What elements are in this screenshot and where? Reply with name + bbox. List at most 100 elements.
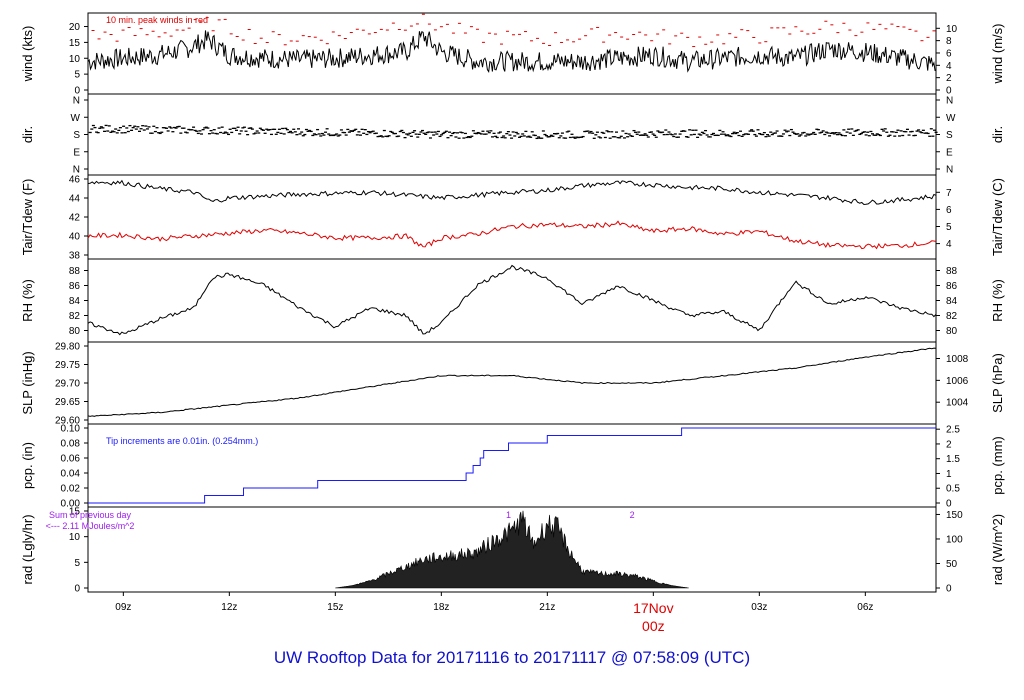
page-title: UW Rooftop Data for 20171116 to 20171117…	[273, 648, 751, 667]
y-axis-label-right: RH (%)	[990, 279, 1005, 322]
y-tick-label-left: N	[73, 165, 80, 176]
panel-frame	[87, 506, 937, 593]
y-tick-label-right: 84	[946, 296, 958, 307]
rad-marker-label: 1	[506, 510, 511, 520]
y-tick-label-left: 15	[69, 507, 81, 518]
y-tick-label-right: 5	[946, 222, 952, 233]
rad-note-line1: Sum of previous day	[49, 510, 132, 520]
panel-rad: rad (Lgly/hr) rad (W/m^2)051015050100150S…	[20, 506, 1005, 595]
y-tick-label-right: 10	[946, 24, 958, 35]
y-tick-label-right: 2	[946, 439, 952, 450]
y-tick-label-left: 5	[74, 558, 80, 569]
y-tick-label-left: 0.10	[61, 424, 81, 435]
y-tick-label-left: N	[73, 96, 80, 107]
y-tick-label-right: 4	[946, 61, 952, 72]
y-tick-label-right: 82	[946, 311, 958, 322]
series-line-wind	[87, 30, 936, 73]
y-tick-label-right: 0	[946, 86, 952, 97]
y-axis-label-left: RH (%)	[20, 279, 35, 322]
y-tick-label-left: 82	[69, 311, 81, 322]
y-tick-label-left: 29.80	[55, 342, 80, 353]
series-line-slp	[87, 347, 937, 417]
date-label-line2: 00z	[642, 618, 665, 634]
y-tick-label-left: 0	[74, 584, 80, 595]
y-tick-label-right: 1008	[946, 354, 969, 365]
y-tick-label-right: 50	[946, 559, 958, 570]
y-tick-label-right: 88	[946, 266, 958, 277]
y-axis-label-right: Tair/Tdew (C)	[990, 178, 1005, 256]
y-tick-label-right: 2	[946, 73, 952, 84]
y-tick-label-right: 1	[946, 469, 952, 480]
y-tick-label-left: 29.70	[55, 379, 80, 390]
y-tick-label-left: 0.02	[61, 484, 81, 495]
y-axis-label-right: rad (W/m^2)	[990, 514, 1005, 585]
y-tick-label-left: 42	[69, 213, 81, 224]
y-tick-label-left: 38	[69, 251, 81, 262]
y-tick-label-left: S	[73, 130, 80, 141]
panel-temperature: Tair/Tdew (F) Tair/Tdew (C) 38 40 42 44 46 4 5 6 7	[20, 174, 1005, 262]
series-line-pcp	[88, 427, 936, 504]
y-axis-label-left: pcp. (in)	[20, 442, 35, 489]
y-axis-label-left: rad (Lgly/hr)	[20, 514, 35, 584]
y-tick-label-left: 29.65	[55, 397, 80, 408]
y-tick-label-right: 100	[946, 534, 963, 545]
y-tick-label-left: 0.06	[61, 454, 81, 465]
y-tick-label-left: 5	[74, 70, 80, 81]
y-tick-label-right: 80	[946, 326, 958, 337]
y-axis-label-left: SLP (inHg)	[20, 351, 35, 414]
y-tick-label-right: 4	[946, 239, 952, 250]
panel-slp: SLP (inHg) SLP (hPa) 29.60 29.65 29.70 29.75 2…	[20, 341, 1005, 427]
y-tick-label-right: W	[946, 113, 956, 124]
y-tick-label-right: N	[946, 96, 953, 107]
wind-note: 10 min. peak winds in red	[106, 15, 208, 25]
x-tick-label: 15z	[327, 602, 343, 613]
time-axis: 09z 12z 15z 18z 21z 03z 06z 17Nov 00z	[115, 592, 873, 634]
panel-frame	[87, 174, 937, 260]
y-axis-label-left: Tair/Tdew (F)	[20, 179, 35, 256]
y-tick-label-right: 0	[946, 499, 952, 510]
panel-frame	[87, 258, 937, 343]
y-tick-label-left: 0.00	[61, 499, 81, 510]
y-tick-label-right: 0.5	[946, 484, 960, 495]
peak-wind-marks	[91, 13, 936, 48]
y-tick-label-right: S	[946, 130, 953, 141]
y-tick-label-right: 2.5	[946, 425, 960, 436]
y-tick-label-left: 84	[69, 296, 81, 307]
y-axis-label-right: pcp. (mm)	[990, 436, 1005, 495]
y-tick-label-left: W	[71, 113, 81, 124]
series-line-Tdew	[87, 220, 937, 250]
y-tick-label-left: 29.75	[55, 360, 80, 371]
y-tick-label-left: 88	[69, 266, 81, 277]
y-axis-label-left: wind (kts)	[20, 26, 35, 83]
x-tick-label: 03z	[751, 602, 767, 613]
panel-pcp: pcp. (in) pcp. (mm) 0.00 0.02 0.04 0.06 0.08 0.…	[20, 423, 1005, 510]
y-tick-label-left: 20	[69, 22, 81, 33]
y-tick-label-left: 10	[69, 532, 81, 543]
y-tick-label-left: 86	[69, 281, 81, 292]
y-tick-label-right: E	[946, 147, 953, 158]
x-tick-label: 12z	[221, 602, 237, 613]
y-tick-label-left: 44	[69, 194, 81, 205]
y-tick-label-left: E	[73, 147, 80, 158]
series-line-rh	[87, 264, 937, 336]
y-tick-label-left: 10	[69, 54, 81, 65]
radiation-area	[335, 510, 689, 589]
direction-marks	[88, 124, 938, 140]
y-tick-label-left: 0.08	[61, 439, 81, 450]
y-tick-label-right: 8	[946, 36, 952, 47]
y-tick-label-left: 40	[69, 232, 81, 243]
y-tick-label-left: 80	[69, 326, 81, 337]
y-axis-label-right: dir.	[990, 126, 1005, 143]
y-tick-label-right: 1.5	[946, 454, 960, 465]
y-tick-label-left: 0	[74, 86, 80, 97]
panel-frame	[87, 341, 937, 425]
y-axis-label-left: dir.	[20, 126, 35, 143]
y-axis-label-right: wind (m/s)	[990, 24, 1005, 85]
x-tick-label: 09z	[115, 602, 131, 613]
x-tick-label: 18z	[433, 602, 449, 613]
series-line-Tair	[87, 179, 937, 206]
y-axis-label-right: SLP (hPa)	[990, 353, 1005, 413]
